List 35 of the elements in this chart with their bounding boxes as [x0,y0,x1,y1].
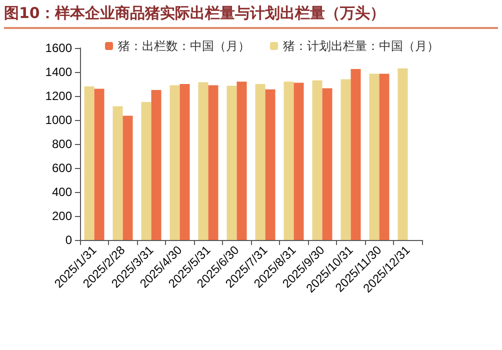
bar [141,102,152,240]
bar [208,85,218,240]
bar [312,80,322,240]
bar [265,89,276,240]
legend-label: 猪：出栏数：中国（月） [118,39,250,53]
bar [398,68,408,240]
legend-label: 猪：计划出栏量：中国（月） [283,39,439,53]
bar [255,84,266,240]
y-tick-label: 1200 [45,89,72,103]
bar [94,88,104,240]
y-tick-label: 600 [52,161,72,175]
y-tick-label: 400 [52,185,72,199]
bar [340,79,351,240]
y-tick-label: 800 [52,137,72,151]
bar [112,106,123,240]
bar [369,74,380,240]
bar [236,82,247,240]
y-tick-label: 1600 [45,41,72,55]
y-tick-label: 1000 [45,113,72,127]
bar [170,85,180,240]
y-tick-label: 200 [52,209,72,223]
bar [284,82,294,240]
chart-title: 图10：样本企业商品猪实际出栏量与计划出栏量（万头） [4,4,498,29]
bar [180,84,190,240]
bar [198,82,208,240]
y-tick-label: 0 [65,233,72,247]
y-tick-label: 1400 [45,65,72,79]
bar [322,88,332,240]
bar [294,82,304,240]
bar [379,74,390,240]
bar [226,86,237,240]
bar [151,90,162,240]
bar [350,69,361,240]
bar [122,116,133,240]
bar [84,86,94,240]
